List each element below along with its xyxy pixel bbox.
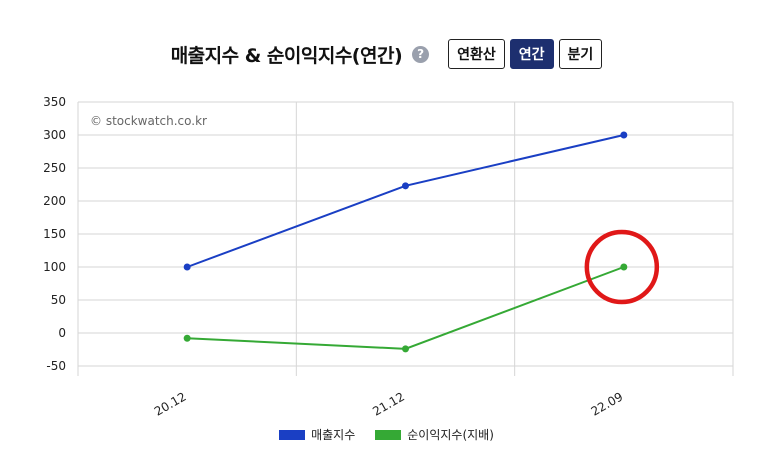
y-tick-label: 50	[51, 293, 66, 307]
y-tick-label: 0	[58, 326, 66, 340]
legend-label-revenue-index: 매출지수	[311, 428, 356, 442]
y-tick-label: 100	[43, 260, 66, 274]
watermark-text: © stockwatch.co.kr	[90, 114, 207, 128]
quarterly-button[interactable]: 분기	[558, 39, 603, 69]
x-tick-label: 22.09	[589, 389, 626, 418]
y-tick-label: 150	[43, 227, 66, 241]
chart-title: 매출지수 & 순이익지수(연간)	[170, 44, 403, 67]
y-tick-label: -50	[46, 359, 66, 373]
data-point-revenue-index	[183, 263, 191, 271]
chart-header: 매출지수 & 순이익지수(연간) ? 연환산 연간 분기	[0, 36, 773, 72]
legend-item-net-income-index[interactable]: 순이익지수(지배)	[375, 426, 494, 443]
series-line-net-income-index	[187, 266, 625, 350]
data-point-net-income-index	[620, 263, 628, 271]
y-axis-ticks: 350 300 250 200 150 100 50 0 -50	[43, 95, 66, 373]
annualized-button[interactable]: 연환산	[448, 39, 505, 69]
annual-button[interactable]: 연간	[509, 39, 554, 69]
y-tick-label: 300	[43, 128, 66, 142]
chart-grid	[77, 101, 734, 376]
data-point-net-income-index	[183, 334, 191, 342]
chart-legend: 매출지수 순이익지수(지배)	[0, 426, 773, 443]
highlight-annotation	[584, 229, 660, 305]
question-circle-icon[interactable]: ?	[412, 45, 430, 63]
data-point-revenue-index	[620, 131, 628, 139]
legend-label-net-income-index: 순이익지수(지배)	[407, 428, 494, 442]
y-tick-label: 200	[43, 194, 66, 208]
y-tick-label: 250	[43, 161, 66, 175]
legend-swatch-revenue-index	[279, 429, 306, 440]
legend-swatch-net-income-index	[375, 429, 402, 440]
data-point-revenue-index	[402, 182, 409, 190]
chart-series	[183, 131, 628, 353]
y-tick-label: 350	[43, 95, 66, 109]
legend-item-revenue-index[interactable]: 매출지수	[279, 426, 355, 443]
x-tick-label: 21.12	[370, 389, 407, 418]
x-axis-ticks: 20.12 21.12 22.09	[152, 389, 625, 418]
x-tick-label: 20.12	[152, 389, 189, 418]
highlight-circle	[584, 229, 660, 305]
data-point-net-income-index	[402, 345, 409, 353]
